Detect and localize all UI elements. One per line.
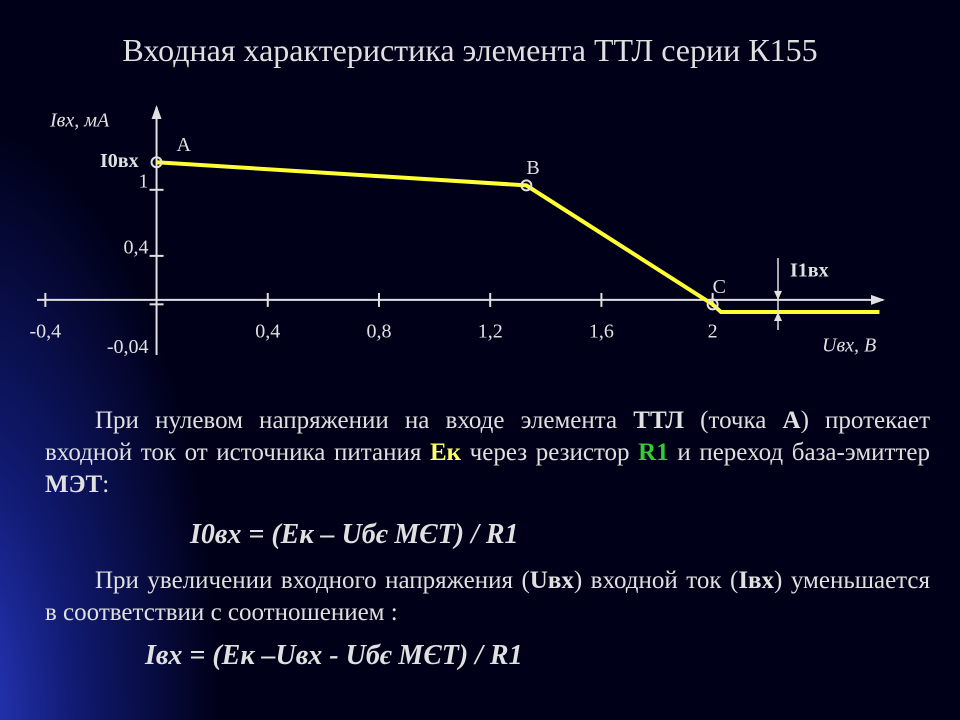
y-axis-arrow bbox=[151, 105, 162, 119]
y-tick-label: 0,4 bbox=[124, 236, 149, 258]
y-axis-title: Iвх, мА bbox=[49, 110, 110, 132]
formula: I0вх = (Ек – Uбє МЄТ) / R1 bbox=[190, 519, 519, 550]
text-run: (точка bbox=[684, 407, 783, 434]
y-tick-label: -0,04 bbox=[107, 336, 149, 358]
point-marker bbox=[520, 179, 533, 192]
text-run: Ек bbox=[429, 439, 462, 466]
point-marker bbox=[150, 156, 163, 169]
y-tick-label: 1 bbox=[139, 170, 149, 192]
text-run: и переход база-эмиттер bbox=[668, 439, 930, 466]
paragraph: При нулевом напряжении на входе элемента… bbox=[45, 405, 930, 501]
x-tick-label: 0,4 bbox=[255, 321, 280, 343]
annotation: I0вх bbox=[100, 150, 139, 172]
chart: -0,4 0,4 0,8 1,2 1,6 2 1 0,4 -0,04 Iвх, мА Uвх, В A… bbox=[30, 105, 885, 358]
text-run: При увеличении входного напряжения ( bbox=[95, 567, 530, 594]
point-label: B bbox=[526, 157, 539, 179]
point-label: C bbox=[713, 276, 726, 298]
x-axis-arrow bbox=[871, 294, 885, 305]
point-label: A bbox=[177, 134, 192, 156]
text-run: : bbox=[102, 471, 110, 498]
text-run: через резистор bbox=[461, 439, 639, 466]
annotation-arrow bbox=[774, 290, 782, 300]
text-run: А bbox=[782, 407, 801, 434]
data-line bbox=[156, 160, 880, 315]
text-run: ) протекает входной ток от источника пит… bbox=[45, 407, 931, 466]
text-run: Uвх bbox=[529, 567, 574, 594]
annotation: I1вх bbox=[790, 260, 829, 282]
text-run: ТТЛ bbox=[633, 407, 684, 434]
x-tick-label: 0,8 bbox=[366, 321, 391, 343]
text-run: При нулевом напряжении на входе элемента bbox=[95, 407, 634, 434]
text-run: Iвх bbox=[738, 567, 775, 594]
annotation-arrow bbox=[774, 312, 782, 322]
formula: Iвх = (Ек –Uвх - Uбє МЄТ) / R1 bbox=[145, 640, 523, 671]
x-axis-title: Uвх, В bbox=[822, 335, 876, 357]
paragraph: При увеличении входного напряжения (Uвх)… bbox=[45, 565, 930, 629]
text-run: МЭТ bbox=[45, 471, 103, 498]
x-tick-label: -0,4 bbox=[30, 321, 62, 343]
slide-title: Входная характеристика элемента ТТЛ сери… bbox=[122, 32, 818, 68]
x-tick-label: 2 bbox=[708, 321, 718, 343]
text-run: ) входной ток ( bbox=[573, 567, 739, 594]
point-marker bbox=[706, 298, 719, 311]
text-run: ) уменьшается в соответствии с соотношен… bbox=[45, 567, 930, 626]
text-run: R1 bbox=[638, 439, 669, 466]
x-tick-label: 1,2 bbox=[478, 321, 503, 343]
x-tick-label: 1,6 bbox=[589, 321, 614, 343]
